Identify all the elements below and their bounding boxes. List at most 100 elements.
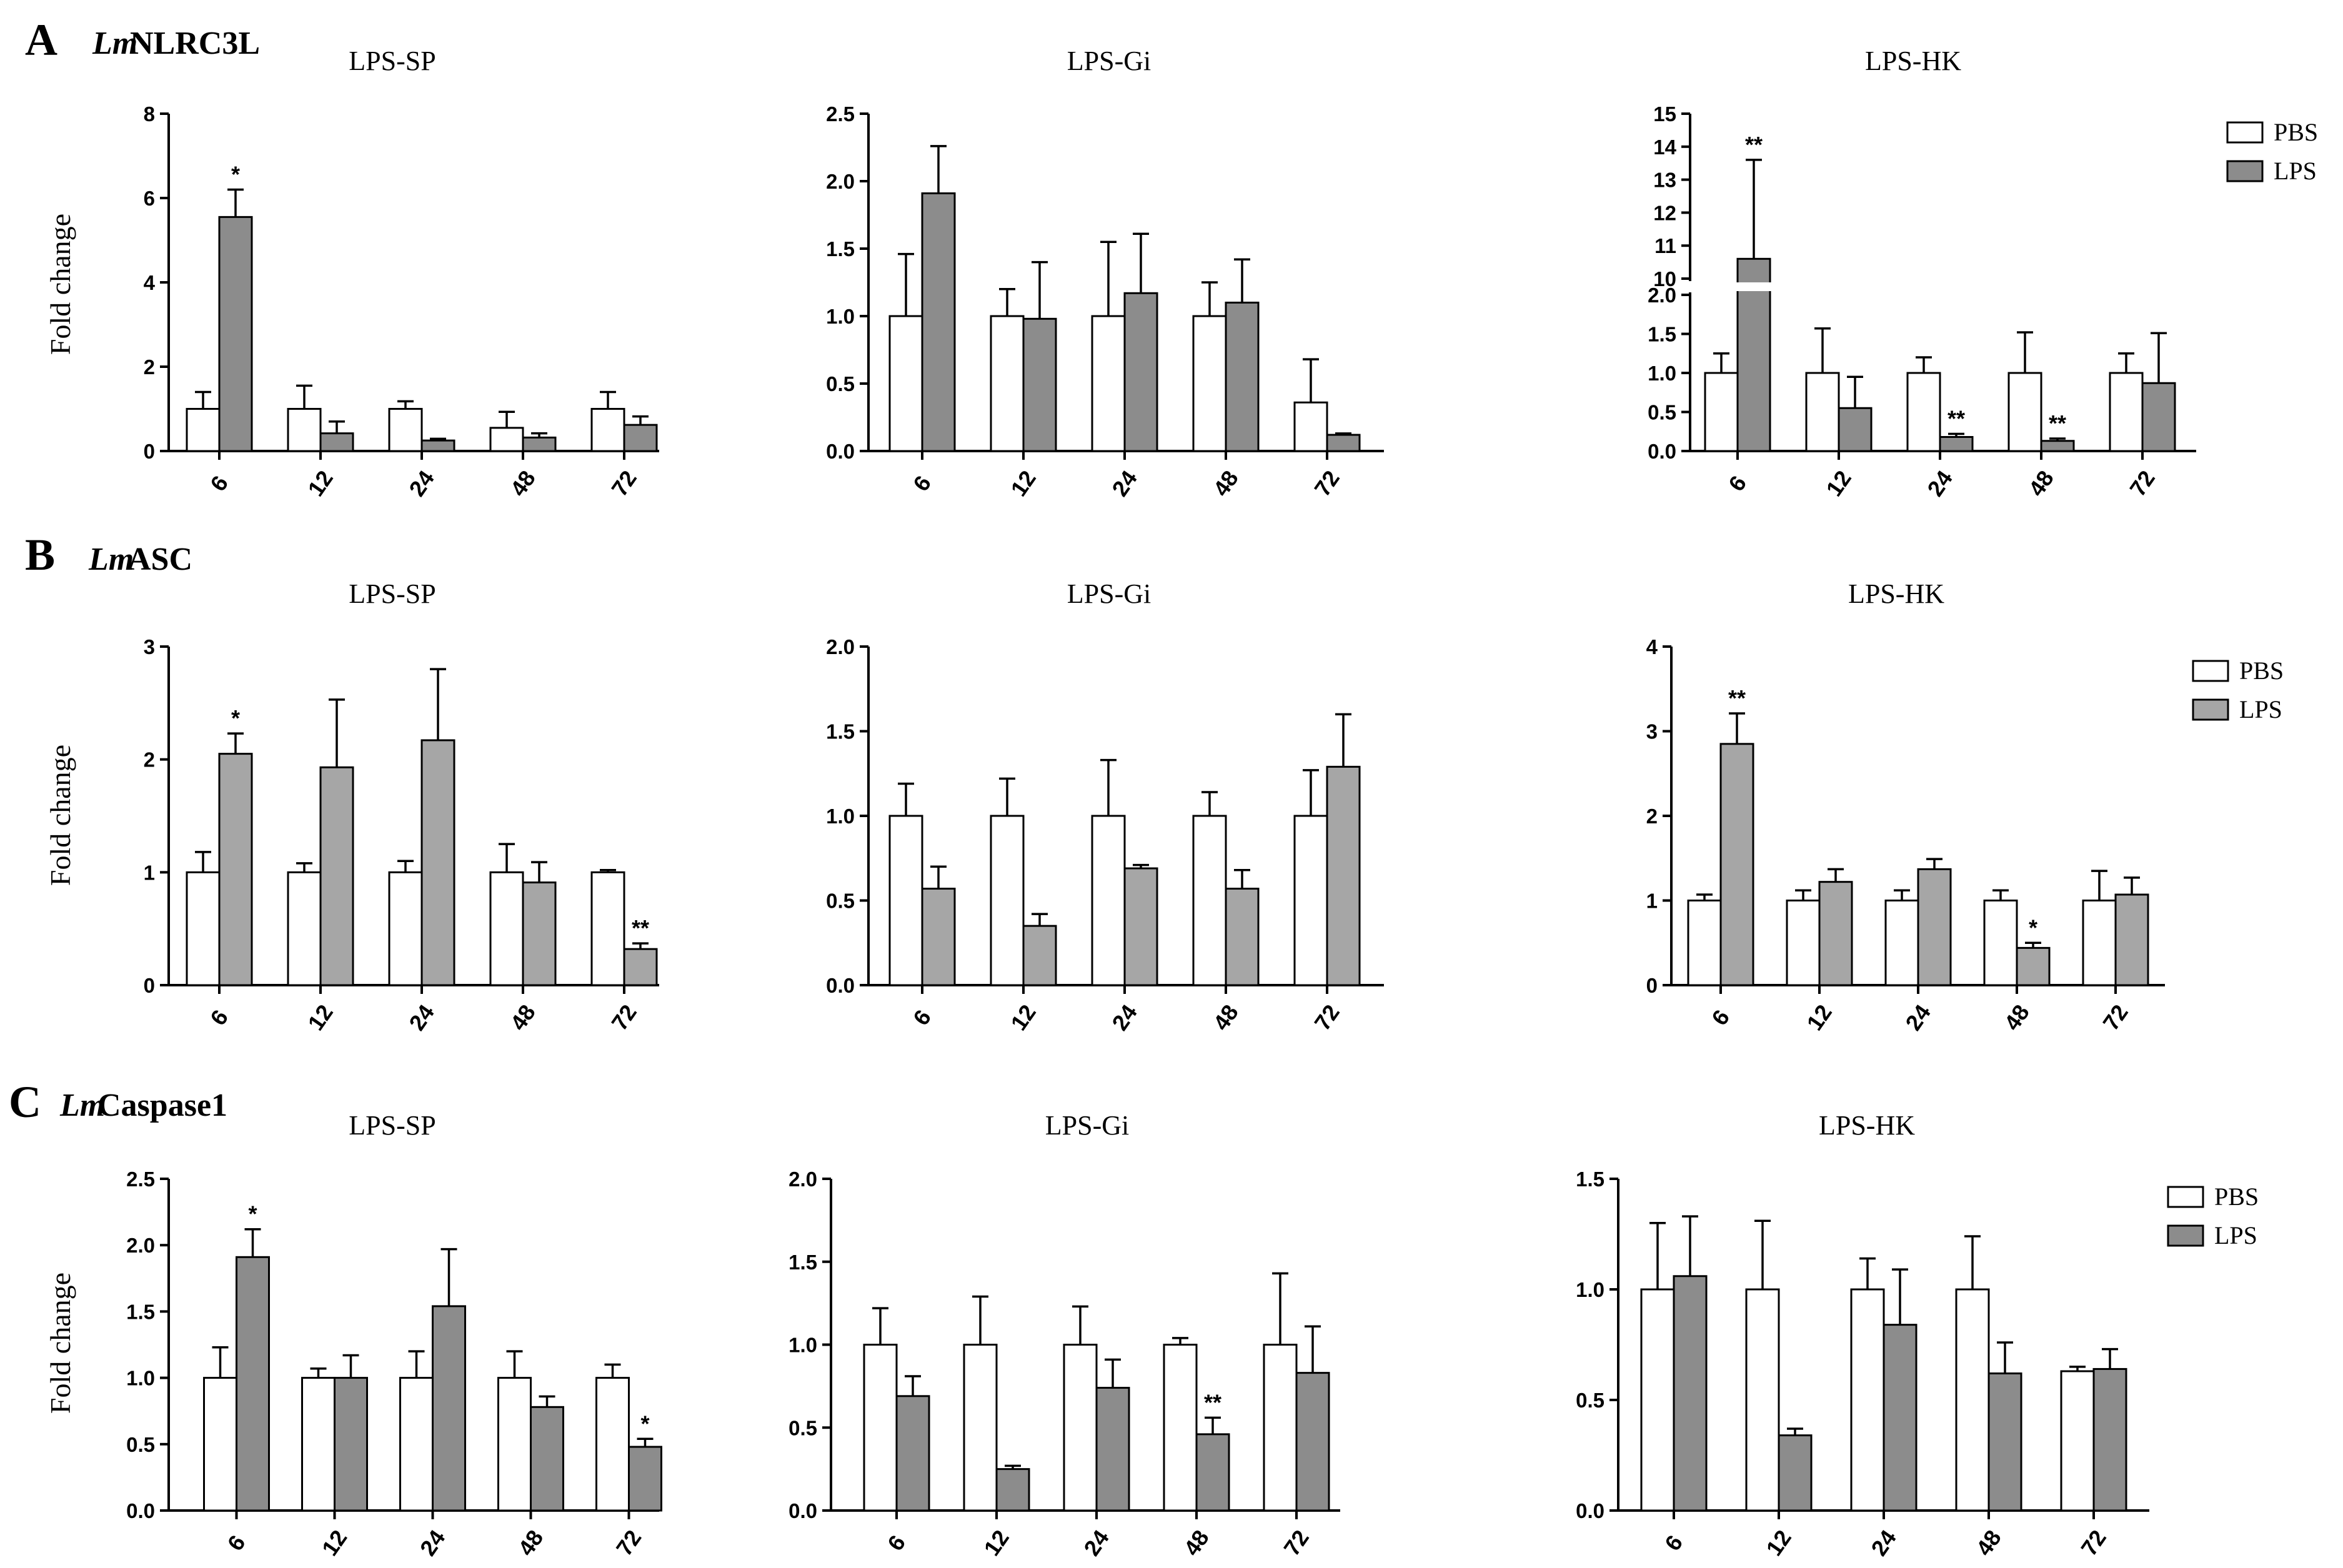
y-tick-label: 2.0: [826, 170, 855, 193]
chart-title: LPS-HK: [1819, 1110, 1915, 1141]
bar-pbs: [590, 408, 625, 452]
y-tick-label: 3: [144, 635, 155, 658]
y-tick-label: 2.0: [1648, 284, 1676, 307]
legend-swatch-lps: [2226, 160, 2264, 182]
y-tick-label: 2.0: [788, 1168, 817, 1191]
legend-swatch-lps: [2192, 698, 2229, 721]
x-tick-label: 72: [611, 1526, 647, 1561]
significance-marker: **: [1948, 406, 1965, 432]
bar-lps: [420, 439, 455, 452]
x-tick-label: 24: [404, 1000, 439, 1035]
bar-pbs: [2082, 900, 2117, 986]
bar-lps: [1326, 765, 1361, 986]
panel-letter-a: A: [25, 15, 57, 65]
gene-name-b: ASC: [127, 542, 192, 577]
chart-2: LPS-Gi 0.0 0.5 1.0 1.5 2.0 2.5 6 12 24 48 72: [826, 46, 1384, 501]
bar-lps: [2016, 946, 2051, 986]
bar-pbs: [888, 315, 923, 452]
x-tick-label: 6: [1659, 1531, 1688, 1556]
bar-pbs: [1884, 900, 1919, 986]
legend-3: PBS LPS: [2167, 1183, 2259, 1249]
bar-pbs: [203, 1377, 237, 1512]
chart-title: LPS-HK: [1865, 46, 1961, 76]
x-tick-label: 48: [505, 466, 540, 501]
significance-marker: **: [632, 915, 649, 941]
y-tick-label: 1.5: [826, 720, 855, 743]
significance-marker: *: [2029, 915, 2037, 940]
x-tick-label: 24: [1900, 1000, 1936, 1035]
bar-pbs: [1192, 315, 1227, 452]
y-tick-label: 1.5: [1648, 323, 1676, 346]
significance-marker: **: [1728, 685, 1746, 711]
x-tick-label: 72: [606, 1000, 642, 1035]
bar-pbs: [186, 871, 221, 986]
y-tick-label: 1.0: [788, 1334, 817, 1357]
bar-pbs: [1293, 401, 1328, 452]
bar-lps: [1673, 1275, 1708, 1512]
significance-marker: **: [1204, 1389, 1221, 1415]
bar-lps: [1838, 407, 1873, 452]
bar-pbs: [863, 1344, 898, 1512]
chart-3: LPS-HK 0.0 0.5 1.0 1.5 2.010 11 12 13 14 15 6 ** 12 24…: [1648, 46, 2196, 501]
y-tick-label: 6: [144, 187, 155, 210]
y-tick-label: 4: [144, 271, 156, 294]
significance-marker: *: [231, 162, 240, 187]
chart-title: LPS-SP: [349, 46, 435, 76]
y-tick-label: 1.0: [1648, 362, 1676, 385]
bar-lps: [1225, 301, 1260, 452]
significance-marker: *: [248, 1201, 257, 1227]
y-tick-label: 0.0: [1576, 1499, 1604, 1522]
bar-pbs: [1850, 1288, 1885, 1512]
y-tick-label: 11: [1654, 234, 1676, 257]
y-tick-label: 1.0: [826, 805, 855, 828]
bar-pbs: [595, 1377, 630, 1512]
x-tick-label: 48: [1208, 1000, 1243, 1035]
x-tick-label: 24: [415, 1526, 450, 1561]
y-tick-label: 0: [144, 974, 155, 997]
bar-lps: [1225, 888, 1260, 986]
y-tick-label: 0.5: [1648, 401, 1676, 424]
x-tick-label: 12: [1821, 466, 1856, 501]
bar-lps: [895, 1395, 930, 1512]
x-tick-label: 48: [1971, 1526, 2006, 1561]
y-tick-label: 2.0: [826, 635, 855, 658]
x-tick-label: 6: [882, 1531, 910, 1556]
bar-lps: [1295, 1372, 1330, 1512]
chart-9: LPS-HK 0.0 0.5 1.0 1.5 6 12 24 48 72: [1576, 1110, 2149, 1561]
y-tick-label: 1.5: [1576, 1168, 1604, 1191]
x-tick-label: 12: [978, 1526, 1014, 1561]
bar-lps: [623, 424, 658, 452]
y-tick-label: 1: [1646, 890, 1658, 913]
bar-lps: [218, 216, 253, 452]
x-tick-label: 48: [2023, 466, 2059, 501]
x-tick-label: 72: [1309, 1000, 1345, 1035]
y-tick-label: 0.0: [126, 1499, 155, 1522]
row-c-heading: C Lm Caspase1: [9, 1077, 227, 1127]
bar-pbs: [1906, 372, 1941, 452]
x-tick-label: 72: [2097, 1000, 2133, 1035]
y-tick-label: 1.0: [826, 305, 855, 328]
x-tick-label: 6: [908, 1005, 936, 1030]
bar-lps: [1719, 743, 1754, 986]
x-tick-label: 6: [222, 1531, 251, 1556]
y-tick-label: 15: [1653, 102, 1676, 126]
gene-name-c: Caspase1: [97, 1088, 227, 1123]
legend-swatch-pbs: [2167, 1186, 2204, 1208]
bar-lps: [1123, 867, 1158, 986]
y-tick-label: 0.5: [826, 890, 855, 913]
x-tick-label: 12: [1005, 1000, 1041, 1035]
x-tick-label: 6: [205, 471, 233, 496]
gene-name-a-italic: Lm: [92, 26, 137, 61]
legend-swatch-pbs: [2226, 121, 2264, 144]
significance-marker: **: [2049, 410, 2066, 436]
bar-lps: [530, 1406, 564, 1512]
panel-letter-c: C: [9, 1077, 41, 1127]
y-tick-label: 4: [1646, 635, 1658, 658]
bar-lps: [1987, 1372, 2022, 1512]
chart-title: LPS-Gi: [1067, 578, 1151, 609]
y-tick-label: 12: [1653, 201, 1676, 224]
y-tick-label: 1.5: [788, 1251, 817, 1274]
y-tick-label: 3: [1646, 720, 1658, 743]
